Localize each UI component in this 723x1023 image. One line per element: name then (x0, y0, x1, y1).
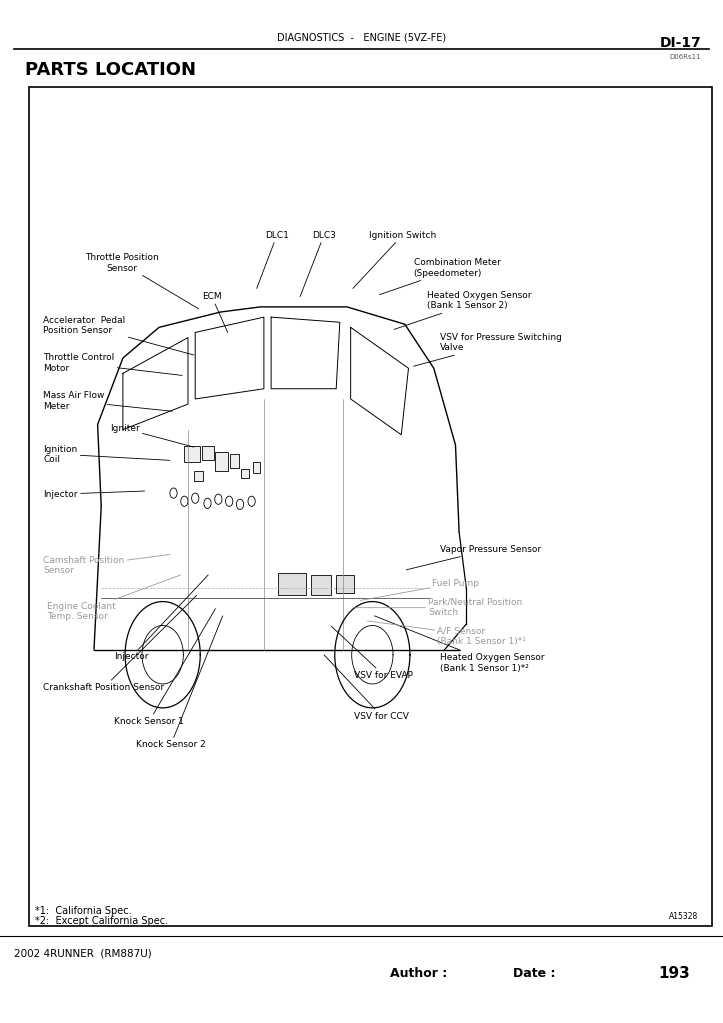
Bar (311, 575, 331, 595)
Text: Combination Meter
(Speedometer): Combination Meter (Speedometer) (380, 259, 500, 295)
Text: Author :: Author : (390, 968, 448, 980)
Text: DIAGNOSTICS  -   ENGINE (5VZ-FE): DIAGNOSTICS - ENGINE (5VZ-FE) (277, 33, 446, 43)
Text: Heated Oxygen Sensor
(Bank 1 Sensor 1)*²: Heated Oxygen Sensor (Bank 1 Sensor 1)*² (375, 616, 544, 672)
Text: Throttle Control
Motor: Throttle Control Motor (43, 354, 182, 375)
Text: Injector: Injector (43, 490, 145, 498)
Text: D06Rs11: D06Rs11 (669, 54, 701, 60)
Text: VSV for Pressure Switching
Valve: VSV for Pressure Switching Valve (414, 333, 562, 366)
Text: A/F Sensor
(Bank 1 Sensor 1)*¹: A/F Sensor (Bank 1 Sensor 1)*¹ (367, 621, 526, 646)
Text: Ignition
Coil: Ignition Coil (43, 445, 170, 463)
Bar (194, 471, 203, 481)
Text: Camshaft Position
Sensor: Camshaft Position Sensor (43, 554, 170, 575)
Text: 2002 4RUNNER  (RM887U): 2002 4RUNNER (RM887U) (14, 948, 153, 959)
Text: Accelerator  Pedal
Position Sensor: Accelerator Pedal Position Sensor (43, 316, 194, 355)
Text: *2:  Except California Spec.: *2: Except California Spec. (35, 916, 168, 926)
Bar (253, 462, 260, 473)
Bar (184, 446, 200, 462)
Bar (336, 575, 354, 593)
Text: PARTS LOCATION: PARTS LOCATION (25, 61, 197, 80)
Text: Ignition Switch: Ignition Switch (353, 231, 436, 288)
Text: DLC3: DLC3 (300, 231, 336, 297)
Text: VSV for CCV: VSV for CCV (324, 655, 409, 720)
Text: Fuel Pump: Fuel Pump (360, 579, 479, 601)
FancyBboxPatch shape (29, 87, 712, 926)
Bar (278, 573, 306, 595)
Text: Mass Air Flow
Meter: Mass Air Flow Meter (43, 392, 172, 411)
Text: Knock Sensor 2: Knock Sensor 2 (136, 616, 223, 749)
Text: DI-17: DI-17 (659, 36, 701, 50)
Text: Knock Sensor 1: Knock Sensor 1 (114, 609, 215, 725)
Text: Date :: Date : (513, 968, 556, 980)
Text: DLC1: DLC1 (257, 231, 289, 288)
Bar (215, 452, 228, 471)
Bar (202, 446, 214, 460)
Text: Vapor Pressure Sensor: Vapor Pressure Sensor (406, 545, 541, 570)
Text: Igniter: Igniter (110, 425, 194, 447)
Text: A15328: A15328 (669, 911, 698, 921)
Text: 193: 193 (658, 967, 690, 981)
Text: Throttle Position
Sensor: Throttle Position Sensor (85, 254, 199, 309)
Text: Heated Oxygen Sensor
(Bank 1 Sensor 2): Heated Oxygen Sensor (Bank 1 Sensor 2) (394, 292, 531, 329)
Text: Crankshaft Position Sensor: Crankshaft Position Sensor (43, 595, 197, 692)
Text: *1:  California Spec.: *1: California Spec. (35, 906, 132, 917)
Text: ECM: ECM (202, 293, 228, 332)
Text: Injector: Injector (114, 575, 208, 661)
Text: VSV for EVAP: VSV for EVAP (331, 626, 413, 679)
Bar (230, 454, 239, 468)
Bar (241, 469, 249, 478)
Text: Engine Coolant
Temp. Sensor: Engine Coolant Temp. Sensor (47, 575, 181, 621)
Text: Park/Neutral Position
Switch: Park/Neutral Position Switch (356, 598, 522, 617)
